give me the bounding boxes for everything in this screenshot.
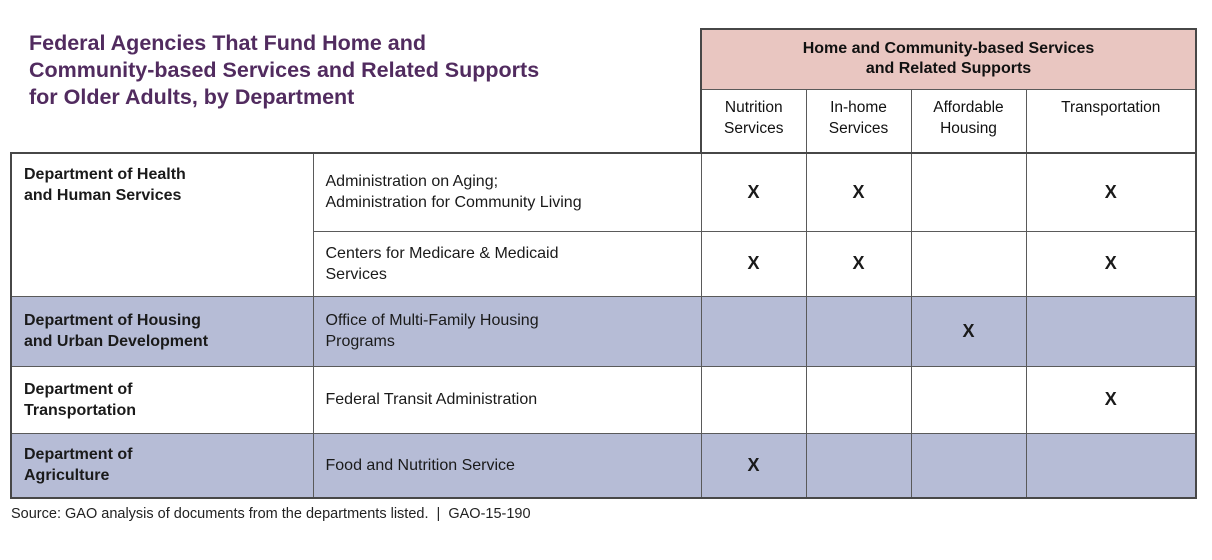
column-group-header: Home and Community-based Services and Re… [699, 28, 1198, 90]
column-header-nutrition-services: Nutrition Services [700, 88, 807, 154]
agency-cell: Office of Multi-Family Housing Programs [312, 295, 702, 367]
column-header-affordable-housing: Affordable Housing [910, 88, 1027, 154]
figure-title: Federal Agencies That Fund Home and Comm… [29, 31, 540, 109]
agency-cell: Administration on Aging; Administration … [312, 152, 702, 232]
department-cell: Department of Housing and Urban Developm… [10, 295, 314, 367]
column-header-in-home-services: In-home Services [805, 88, 912, 154]
services-table: Federal Agencies That Fund Home and Comm… [10, 28, 1198, 499]
agency-cell: Food and Nutrition Service [312, 432, 702, 499]
table-row: Department of Agriculture Food and Nutri… [10, 432, 1198, 499]
mark-cell: X [700, 432, 807, 499]
table-row: Centers for Medicare & Medicaid Services… [11, 230, 1198, 297]
mark-cell [805, 432, 912, 499]
mark-cell [910, 152, 1027, 232]
table-row: Department of Transportation Federal Tra… [10, 365, 1198, 434]
mark-cell: X [805, 152, 912, 232]
mark-cell: X [1025, 365, 1198, 434]
mark-cell [910, 365, 1027, 434]
department-cell: Department of Health and Human Services [10, 152, 314, 297]
column-header-transportation: Transportation [1025, 88, 1198, 154]
department-cell: Department of Agriculture [10, 432, 314, 499]
department-cell: Department of Transportation [10, 365, 314, 434]
mark-cell [1025, 295, 1198, 367]
mark-cell [910, 230, 1027, 297]
mark-cell: X [700, 230, 807, 297]
mark-cell [805, 365, 912, 434]
mark-cell [910, 432, 1027, 499]
mark-cell: X [1025, 152, 1198, 232]
mark-cell [700, 295, 807, 367]
table-row: Department of Housing and Urban Developm… [10, 295, 1198, 367]
mark-cell [700, 365, 807, 434]
agency-cell: Federal Transit Administration [312, 365, 702, 434]
mark-cell: X [805, 230, 912, 297]
mark-cell: X [1025, 230, 1198, 297]
table-row: Department of Health and Human Services … [10, 152, 1198, 297]
mark-cell: X [700, 152, 807, 232]
mark-cell [1025, 432, 1198, 499]
mark-cell: X [910, 295, 1027, 367]
agency-cell: Centers for Medicare & Medicaid Services [312, 230, 702, 297]
mark-cell [805, 295, 912, 367]
source-note: Source: GAO analysis of documents from t… [11, 506, 531, 522]
